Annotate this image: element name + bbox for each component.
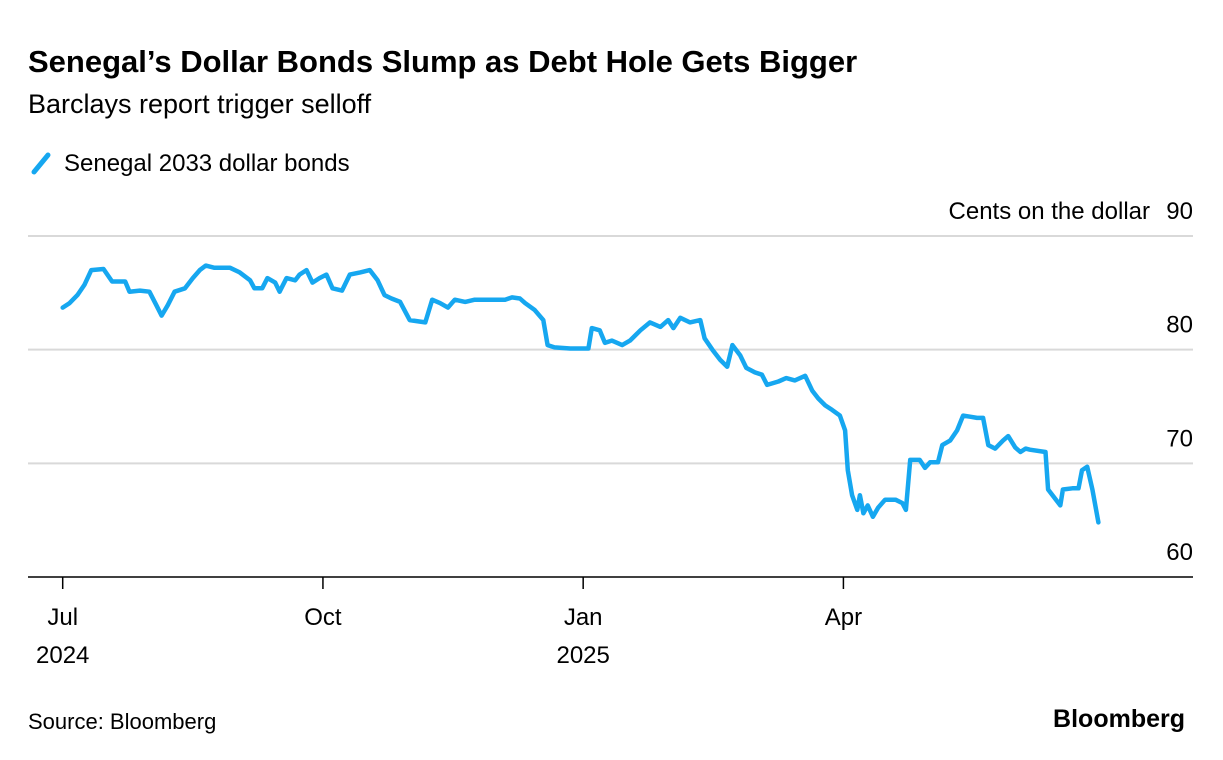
brand: Bloomberg xyxy=(1053,705,1185,733)
y-axis-label: Cents on the dollar xyxy=(949,198,1150,225)
x-tick-label: Apr xyxy=(825,604,862,631)
x-tick-label: Oct xyxy=(304,604,342,631)
y-tick-label: 60 xyxy=(1166,539,1193,566)
x-tick-label: Jul 2024 xyxy=(36,604,89,669)
x-tick-label: Jan 2025 xyxy=(556,604,609,669)
y-tick-label: 70 xyxy=(1166,425,1193,452)
data-line xyxy=(60,263,1101,525)
legend-label: Senegal 2033 dollar bonds xyxy=(64,150,350,177)
y-tick-label: 90 xyxy=(1166,198,1193,225)
chart-subtitle: Barclays report trigger selloff xyxy=(28,89,372,119)
legend-swatch xyxy=(31,152,51,175)
chart-title: Senegal’s Dollar Bonds Slump as Debt Hol… xyxy=(28,44,857,79)
y-tick-label: 80 xyxy=(1166,312,1193,339)
source: Source: Bloomberg xyxy=(28,709,216,734)
